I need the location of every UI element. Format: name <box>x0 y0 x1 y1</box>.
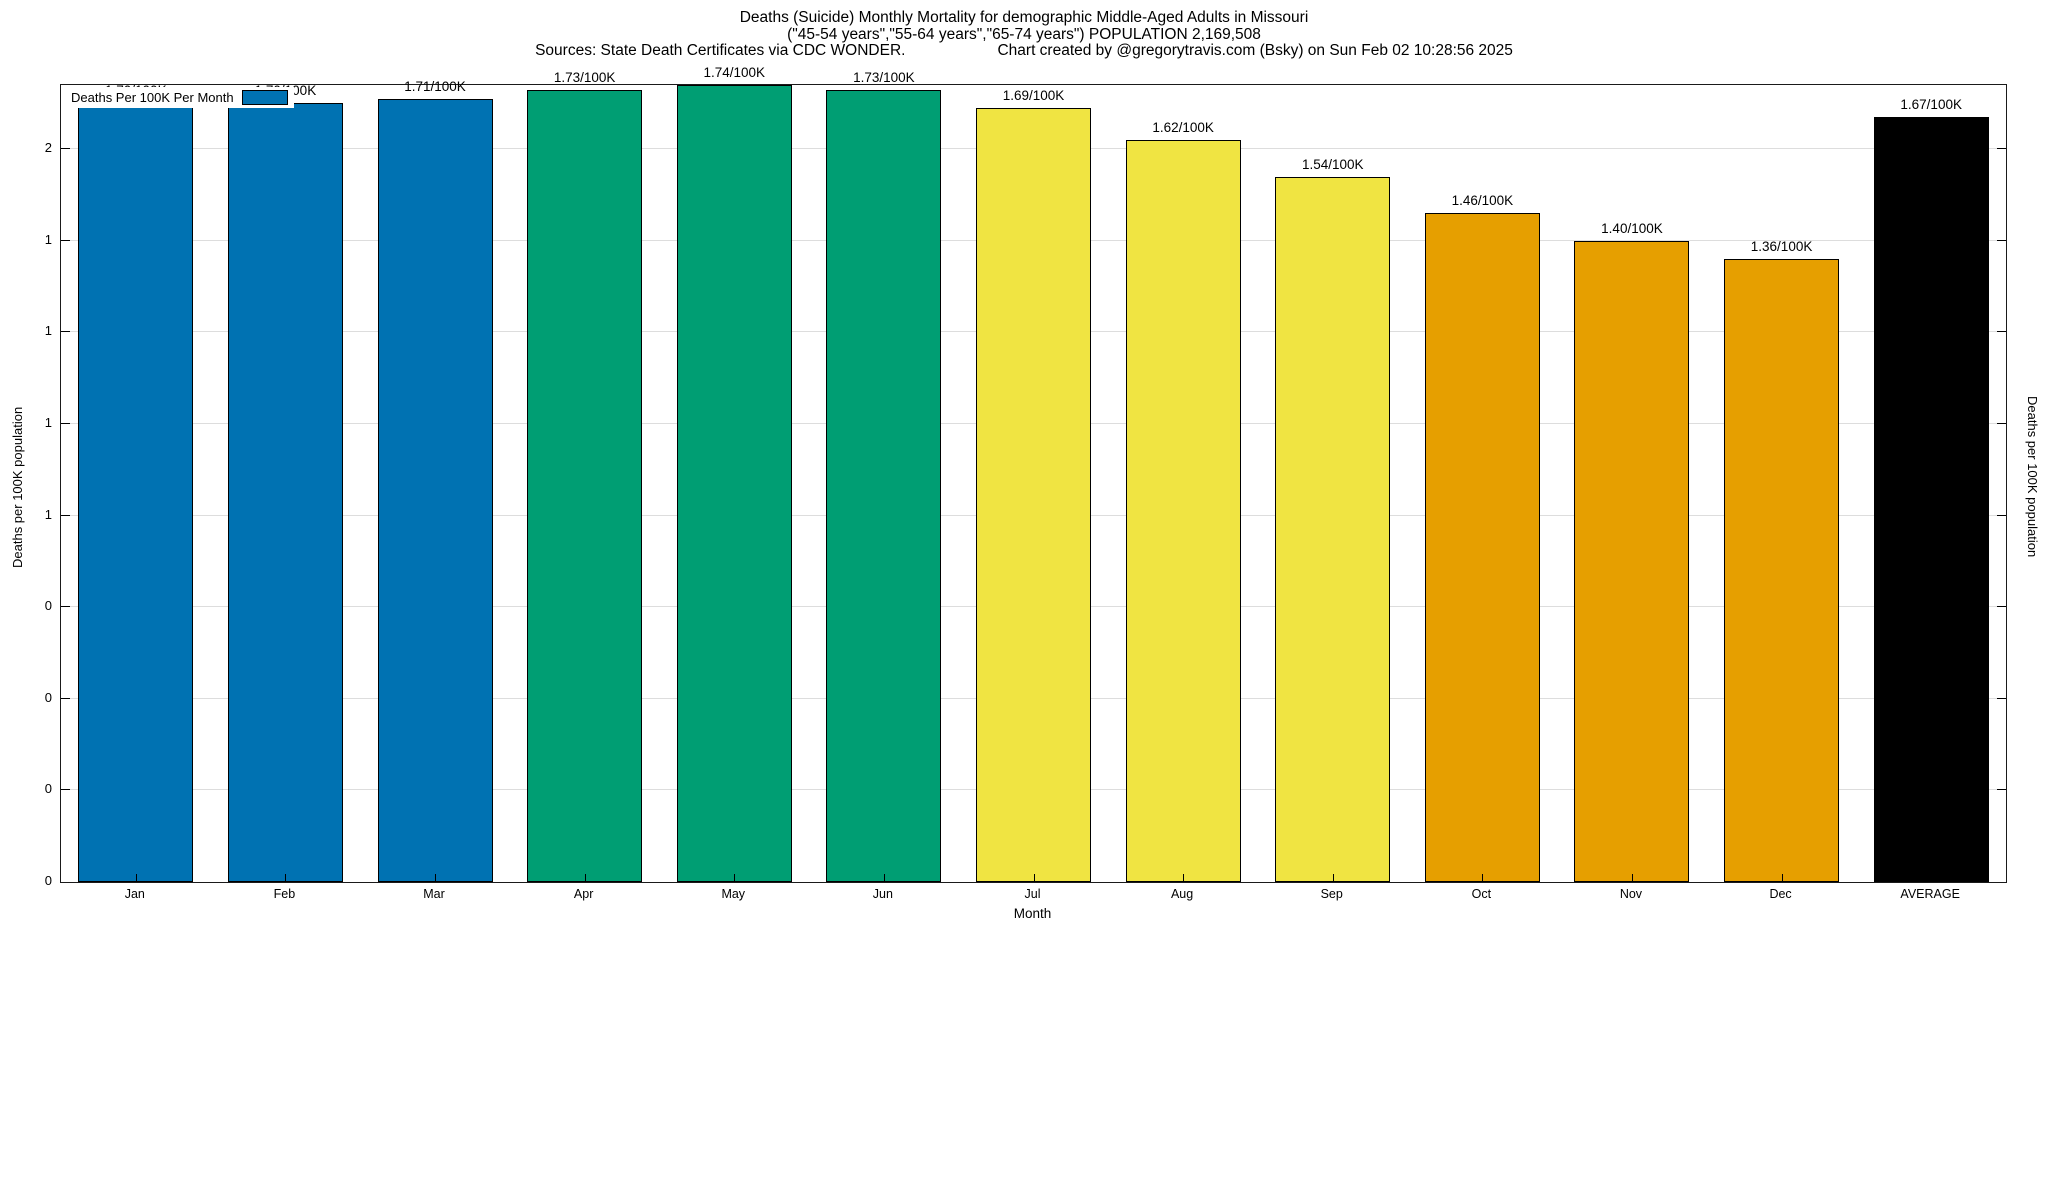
y-tick-label: 0 <box>44 689 52 705</box>
x-tick-label-nov: Nov <box>1619 887 1643 901</box>
y-tickmark-right <box>1997 331 2006 333</box>
mortality-bar-chart: Deaths (Suicide) Monthly Mortality for d… <box>0 9 2048 921</box>
x-tickmark <box>1332 874 1334 882</box>
bar-value-label-apr: 1.73/100K <box>553 69 616 85</box>
y-tick-label: 1 <box>44 231 52 247</box>
y-tick-label: 1 <box>44 323 52 339</box>
x-tick-label-dec: Dec <box>1769 887 1792 901</box>
y-tickmark-right <box>1997 606 2006 608</box>
legend-swatch-icon <box>241 90 288 105</box>
x-tick-label-feb: Feb <box>273 887 296 901</box>
x-tickmark <box>1631 874 1633 882</box>
x-tick-label-apr: Apr <box>573 887 594 901</box>
x-tick-label-oct: Oct <box>1471 887 1492 901</box>
chart-title: Deaths (Suicide) Monthly Mortality for d… <box>739 9 1309 26</box>
y-tick-label: 2 <box>44 140 52 156</box>
x-tick-label-average: AVERAGE <box>1900 887 1960 901</box>
y-tickmark-right <box>1997 697 2006 699</box>
chart-subtitle: ("45-54 years","55-64 years","65-74 year… <box>787 25 1261 43</box>
bar-value-label-sep: 1.54/100K <box>1301 156 1364 172</box>
bar-may <box>676 85 792 882</box>
bar-aug <box>1125 139 1241 882</box>
bar-jul <box>976 107 1091 882</box>
x-tick-label-jan: Jan <box>124 887 145 901</box>
bar-value-label-aug: 1.62/100K <box>1152 119 1214 135</box>
y-tickmark-left <box>61 148 70 150</box>
bar-dec <box>1724 259 1840 882</box>
bar-oct <box>1424 213 1540 882</box>
title-block: Deaths (Suicide) Monthly Mortality for d… <box>0 9 2048 60</box>
bar-apr <box>527 89 643 882</box>
x-tick-label-aug: Aug <box>1170 887 1194 901</box>
x-tick-label-jul: Jul <box>1024 887 1041 901</box>
y-tickmark-left <box>61 697 70 699</box>
bar-value-label-dec: 1.36/100K <box>1750 239 1813 255</box>
chart-sources-text: Sources: State Death Certificates via CD… <box>535 42 906 59</box>
x-tickmark <box>1931 874 1933 882</box>
bar-value-label-average: 1.67/100K <box>1900 97 1962 113</box>
x-tick-label-mar: Mar <box>423 887 445 901</box>
x-tickmark <box>135 874 137 882</box>
x-tickmark <box>1482 874 1484 882</box>
y-tickmark-right <box>1997 789 2006 791</box>
x-tickmark <box>1033 874 1035 882</box>
x-tickmark <box>1183 874 1185 882</box>
y-tickmark-left <box>61 239 70 241</box>
bar-mar <box>377 98 493 882</box>
y-tick-label: 0 <box>44 781 52 797</box>
x-tickmark <box>435 874 437 882</box>
y-tickmark-right <box>1997 423 2006 424</box>
legend-label: Deaths Per 100K Per Month <box>71 90 234 105</box>
y-tickmark-left <box>61 606 70 608</box>
y-tickmark-left <box>61 331 70 333</box>
y-tick-label: 0 <box>44 598 52 614</box>
chart-source-line: Sources: State Death Certificates via CD… <box>0 42 2048 60</box>
bar-value-label-jun: 1.73/100K <box>853 69 915 85</box>
y-axis-label-left: Deaths per 100K population <box>10 406 25 568</box>
x-tick-label-sep: Sep <box>1320 887 1343 901</box>
bar-average <box>1873 117 1989 882</box>
bar-nov <box>1574 240 1690 882</box>
bar-value-label-jul: 1.69/100K <box>1002 87 1065 103</box>
x-tickmark <box>734 874 736 882</box>
x-tickmark <box>584 874 586 882</box>
y-tick-label: 1 <box>44 506 52 522</box>
x-axis-label: Month <box>1013 906 1052 921</box>
bar-sep <box>1275 176 1391 882</box>
y-axis-label-right: Deaths per 100K population <box>2025 396 2040 558</box>
x-tickmark <box>883 874 885 882</box>
y-tick-label: 0 <box>44 873 52 888</box>
y-tick-label: 1 <box>44 415 52 430</box>
y-tickmark-right <box>1997 148 2006 150</box>
bar-jun <box>826 89 942 882</box>
y-tickmark-left <box>61 789 70 791</box>
y-tickmark-right <box>1997 239 2006 241</box>
y-tickmark-left <box>61 514 70 516</box>
bar-value-label-mar: 1.71/100K <box>404 78 466 94</box>
bar-feb <box>227 103 343 882</box>
bar-value-label-nov: 1.40/100K <box>1601 220 1663 236</box>
x-tickmark <box>1781 874 1783 882</box>
x-tick-label-may: May <box>721 887 746 901</box>
y-tickmark-right <box>1997 514 2006 516</box>
bar-value-label-may: 1.74/100K <box>703 65 766 80</box>
plot-area: Deaths Per 100K Per Month 1.70/100K1.70/… <box>60 65 2007 883</box>
bar-value-label-oct: 1.46/100K <box>1451 193 1514 209</box>
chart-credit-text: Chart created by @gregorytravis.com (Bsk… <box>997 42 1513 59</box>
legend: Deaths Per 100K Per Month <box>65 87 294 108</box>
x-tick-label-jun: Jun <box>872 887 893 901</box>
y-tickmark-left <box>61 423 70 424</box>
x-tickmark <box>285 874 287 882</box>
bar-jan <box>78 103 194 882</box>
